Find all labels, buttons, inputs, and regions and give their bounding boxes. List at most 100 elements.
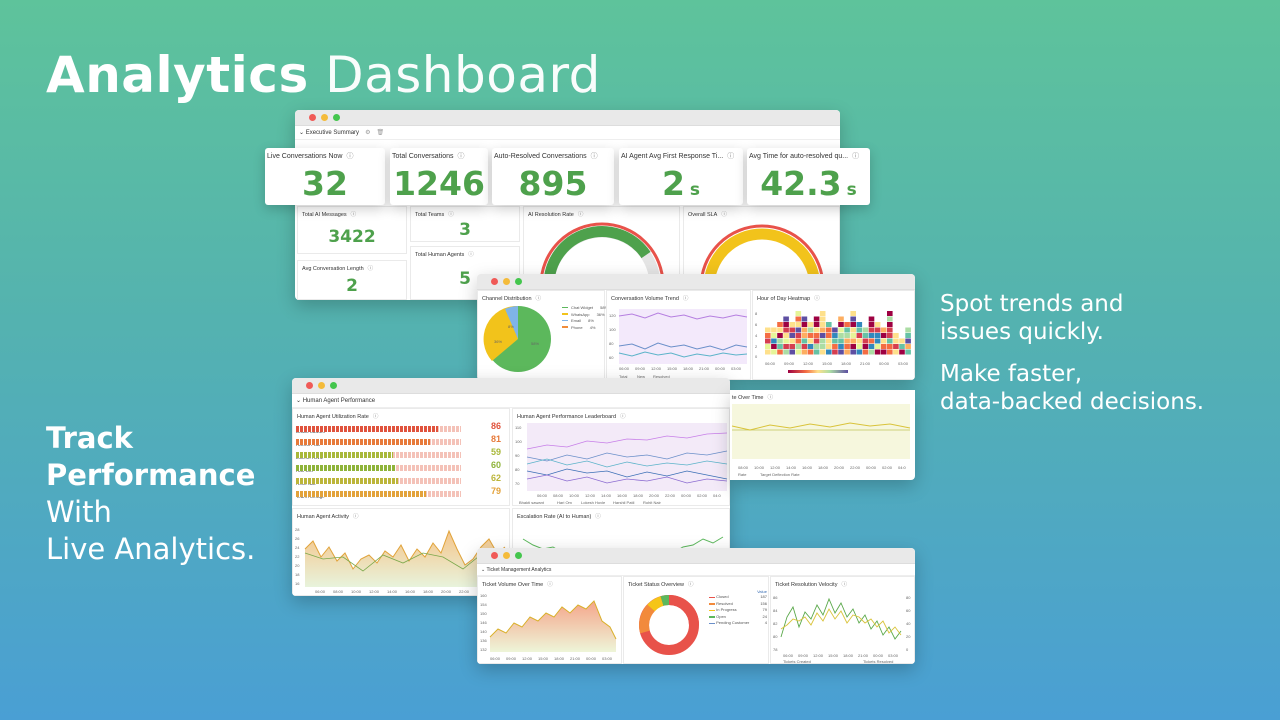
- section-header[interactable]: ⌄ Ticket Management Analytics: [477, 564, 915, 576]
- svg-text:22: 22: [295, 554, 300, 559]
- heatmap-cell: [771, 327, 777, 333]
- heatmap-cell: [777, 349, 783, 355]
- heatmap-cell: [887, 311, 893, 316]
- close-dot[interactable]: [491, 278, 498, 285]
- legend-item[interactable]: Chat Widget 58%: [562, 305, 608, 310]
- maximize-dot[interactable]: [515, 552, 522, 559]
- utilization-row[interactable]: Hari OM60: [296, 459, 501, 473]
- heatmap-cell: [862, 333, 869, 338]
- heatmap-cell: [819, 327, 826, 333]
- section-title: Executive Summary: [305, 130, 360, 136]
- close-dot[interactable]: [309, 114, 316, 121]
- heatmap-cell: [795, 349, 802, 355]
- utilization-fill: [296, 478, 399, 484]
- svg-text:08:00: 08:00: [333, 589, 344, 594]
- status-legend-item[interactable]: Pending Customer 4: [709, 620, 767, 625]
- minimize-dot[interactable]: [503, 552, 510, 559]
- utilization-row[interactable]: Team Average79: [296, 485, 501, 499]
- minimize-dot[interactable]: [321, 114, 328, 121]
- utilization-fill: [296, 491, 427, 497]
- hour-heatmap-panel: Hour of Day Heatmap ⓘ 8 6 4 2 0 06:00 09:…: [752, 290, 915, 380]
- close-dot[interactable]: [491, 552, 498, 559]
- heatmap-cell: [813, 327, 820, 333]
- svg-text:4: 4: [755, 333, 758, 338]
- svg-text:18:00: 18:00: [843, 653, 854, 658]
- stat-card-avg-time-auto[interactable]: Avg Time for auto-resolved qu... ⓘ 42.3 s: [747, 148, 870, 205]
- heatmap-cell: [887, 322, 893, 327]
- status-legend-item[interactable]: Resolved 156: [709, 601, 767, 606]
- heatmap-cell: [838, 338, 844, 344]
- maximize-dot[interactable]: [333, 114, 340, 121]
- heatmap-cell: [777, 338, 783, 344]
- svg-text:15:00: 15:00: [822, 361, 833, 366]
- maximize-dot[interactable]: [515, 278, 522, 285]
- svg-text:120: 120: [609, 313, 616, 318]
- svg-text:18:00: 18:00: [841, 361, 852, 366]
- section-header[interactable]: ⌄ Executive Summary ⚙ 🗑: [295, 126, 840, 140]
- stat-card-auto-resolved[interactable]: Auto-Resolved Conversations ⓘ 895: [492, 148, 614, 205]
- svg-text:08:00: 08:00: [738, 465, 749, 470]
- heatmap-cell: [838, 344, 844, 349]
- stat-value: 42.3 s: [760, 164, 857, 203]
- trash-icon[interactable]: 🗑: [376, 130, 385, 136]
- svg-text:Rohit Nair: Rohit Nair: [643, 500, 661, 505]
- utilization-row[interactable]: Bhakti Sawant86: [296, 420, 501, 434]
- total-teams-value: 3: [459, 220, 471, 240]
- utilization-row[interactable]: Lokesh Hovle59: [296, 446, 501, 460]
- svg-text:14:00: 14:00: [786, 465, 797, 470]
- utilization-row[interactable]: Harshil Patil81: [296, 433, 501, 447]
- stat-card-total-conversations[interactable]: Total Conversations ⓘ 1246: [390, 148, 488, 205]
- heatmap-cell: [850, 338, 856, 344]
- utilization-row[interactable]: Rohit Nair62: [296, 472, 501, 486]
- svg-text:160: 160: [480, 593, 487, 598]
- svg-text:16:00: 16:00: [802, 465, 813, 470]
- status-legend-item[interactable]: In Progress 79: [709, 607, 767, 612]
- svg-text:10:00: 10:00: [754, 465, 765, 470]
- legend-item[interactable]: Email 8%: [562, 318, 608, 323]
- svg-text:80: 80: [515, 467, 520, 472]
- avg-conv-length-panel: Avg Conversation Length ⓘ 2: [297, 260, 407, 300]
- svg-text:00:00: 00:00: [879, 361, 890, 366]
- heatmap-cell: [777, 344, 783, 349]
- close-dot[interactable]: [306, 382, 313, 389]
- legend-item[interactable]: WhatsApp 36%: [562, 312, 608, 317]
- heatmap-cell: [874, 344, 881, 349]
- heatmap-cell: [819, 333, 826, 338]
- svg-text:80: 80: [609, 341, 614, 346]
- heatmap-cell: [813, 349, 820, 355]
- heatmap-cell: [899, 338, 905, 344]
- heatmap-cell: [874, 327, 881, 333]
- maximize-dot[interactable]: [330, 382, 337, 389]
- status-legend-item[interactable]: Closed 187: [709, 594, 767, 599]
- svg-text:150: 150: [480, 611, 487, 616]
- svg-text:20:00: 20:00: [649, 493, 660, 498]
- section-header[interactable]: ⌄ Human Agent Performance: [292, 394, 730, 408]
- svg-text:22:00: 22:00: [665, 493, 676, 498]
- svg-text:18: 18: [295, 572, 300, 577]
- svg-text:80: 80: [773, 634, 778, 639]
- heatmap-cell: [880, 333, 887, 338]
- svg-text:12:00: 12:00: [522, 656, 533, 661]
- minimize-dot[interactable]: [318, 382, 325, 389]
- svg-text:14:00: 14:00: [387, 589, 398, 594]
- svg-text:Hari Om: Hari Om: [557, 500, 573, 505]
- heatmap-cell: [880, 327, 887, 333]
- svg-text:86: 86: [773, 595, 778, 600]
- heatmap-cell: [789, 327, 795, 333]
- utilization-value: 62: [490, 473, 501, 483]
- heatmap-cell: [899, 349, 905, 355]
- svg-text:Rate: Rate: [738, 472, 747, 477]
- gear-icon[interactable]: ⚙: [365, 130, 371, 136]
- heatmap-cell: [850, 322, 856, 327]
- svg-text:06:00: 06:00: [490, 656, 501, 661]
- ticket-status-donut: [639, 595, 699, 655]
- minimize-dot[interactable]: [503, 278, 510, 285]
- heatmap-cell: [826, 333, 832, 338]
- status-legend-item[interactable]: Open 24: [709, 614, 767, 619]
- legend-item[interactable]: Phone 4%: [562, 325, 608, 330]
- utilization-fill: [296, 452, 394, 458]
- heatmap-cell: [850, 311, 856, 316]
- stat-card-live-conversations[interactable]: Live Conversations Now ⓘ 32: [265, 148, 385, 205]
